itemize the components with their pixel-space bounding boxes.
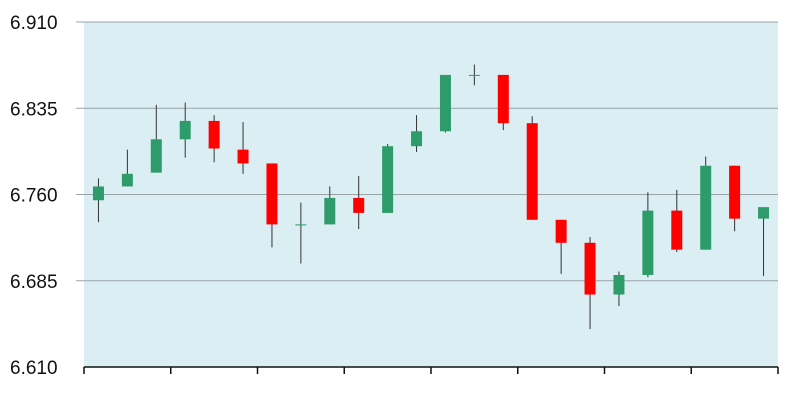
candle-body xyxy=(671,210,683,250)
candle-body xyxy=(92,186,104,201)
candle-body xyxy=(382,146,394,213)
y-tick-label: 6.835 xyxy=(10,99,58,120)
candle-body xyxy=(237,149,249,164)
candle-body xyxy=(642,210,654,275)
candle xyxy=(121,149,133,187)
candle xyxy=(324,186,336,225)
x-axis xyxy=(83,366,779,374)
candle xyxy=(729,165,741,232)
candle-body xyxy=(179,120,191,140)
gridlines xyxy=(76,21,778,282)
candle xyxy=(700,156,712,250)
candle-body xyxy=(555,219,567,243)
candle-body xyxy=(613,275,625,295)
y-tick-label: 6.910 xyxy=(10,13,58,34)
y-tick-label: 6.685 xyxy=(10,272,58,293)
candle xyxy=(295,202,307,264)
candle-body xyxy=(584,242,596,295)
candle xyxy=(266,163,278,248)
candle xyxy=(237,122,249,174)
candle-body xyxy=(758,207,770,219)
y-tick-label: 6.760 xyxy=(10,186,58,207)
candle-body xyxy=(439,74,451,132)
candle xyxy=(150,104,162,173)
candle xyxy=(353,176,365,229)
candle-body xyxy=(468,74,480,76)
candle-body xyxy=(150,139,162,173)
candle xyxy=(208,115,220,163)
candle-body xyxy=(208,120,220,149)
candle-body xyxy=(729,165,741,219)
candle-body xyxy=(526,123,538,220)
y-tick-labels: 6.910 6.835 6.760 6.685 6.610 xyxy=(10,13,58,379)
candle xyxy=(411,115,423,152)
candle xyxy=(613,271,625,307)
candle-body xyxy=(121,173,133,187)
candle-body xyxy=(295,224,307,226)
candle xyxy=(671,189,683,252)
candle xyxy=(382,143,394,213)
y-tick-label: 6.610 xyxy=(10,358,58,379)
candle xyxy=(526,116,538,220)
candle xyxy=(439,74,451,133)
candle xyxy=(758,207,770,277)
candles xyxy=(92,64,770,330)
candle-body xyxy=(324,197,336,225)
candle xyxy=(555,219,567,274)
candle xyxy=(642,192,654,278)
candle xyxy=(92,178,104,223)
candle xyxy=(468,64,480,86)
candle xyxy=(497,74,509,131)
candle-body xyxy=(700,165,712,250)
candle xyxy=(179,102,191,158)
candle-body xyxy=(411,131,423,147)
candle-body xyxy=(266,163,278,225)
candle xyxy=(584,237,596,330)
candle-body xyxy=(497,74,509,124)
candle-body xyxy=(353,197,365,213)
